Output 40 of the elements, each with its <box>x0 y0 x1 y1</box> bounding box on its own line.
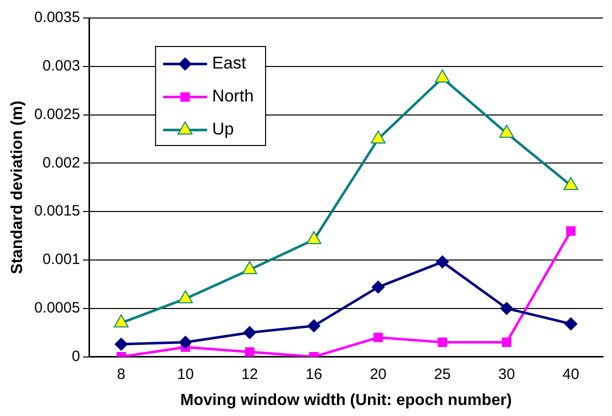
point <box>563 176 578 190</box>
y-tick-label: 0.002 <box>42 154 80 172</box>
x-tick-label: 25 <box>434 366 451 383</box>
point <box>500 302 514 315</box>
point <box>438 338 448 348</box>
legend-label: Up <box>212 120 234 139</box>
point <box>370 130 386 144</box>
y-tick-label: 0.0035 <box>34 9 80 26</box>
point <box>499 124 514 138</box>
x-axis-title: Moving window width (Unit: epoch number) <box>180 392 512 409</box>
point <box>306 231 322 244</box>
point <box>372 280 385 294</box>
point <box>434 70 450 83</box>
y-tick-label: 0.001 <box>42 251 80 268</box>
x-tick-label: 12 <box>241 366 258 383</box>
y-tick-label: 0.0015 <box>34 202 80 220</box>
y-axis-title: Standard deviation (m) <box>9 100 26 274</box>
point <box>564 317 578 330</box>
y-tick-label: 0 <box>72 348 80 365</box>
y-tick-label: 0.0005 <box>34 300 80 317</box>
x-tick-label: 10 <box>177 366 194 383</box>
point <box>178 336 192 349</box>
point <box>566 226 576 236</box>
point <box>436 255 449 268</box>
x-tick-label: 16 <box>306 366 322 383</box>
legend-label: North <box>212 86 254 106</box>
point <box>307 319 320 332</box>
x-tick-label: 8 <box>117 366 126 383</box>
point <box>244 347 254 357</box>
legend-label: East <box>212 54 246 73</box>
y-tick-label: 0.0025 <box>34 106 80 123</box>
y-tick-label: 0.003 <box>42 58 80 75</box>
point <box>114 338 128 351</box>
x-tick-label: 40 <box>562 366 580 383</box>
x-tick-label: 20 <box>370 366 387 383</box>
x-tick-label: 30 <box>498 366 515 383</box>
point <box>373 332 383 342</box>
point <box>502 338 512 348</box>
point <box>242 261 258 274</box>
point <box>243 326 256 340</box>
